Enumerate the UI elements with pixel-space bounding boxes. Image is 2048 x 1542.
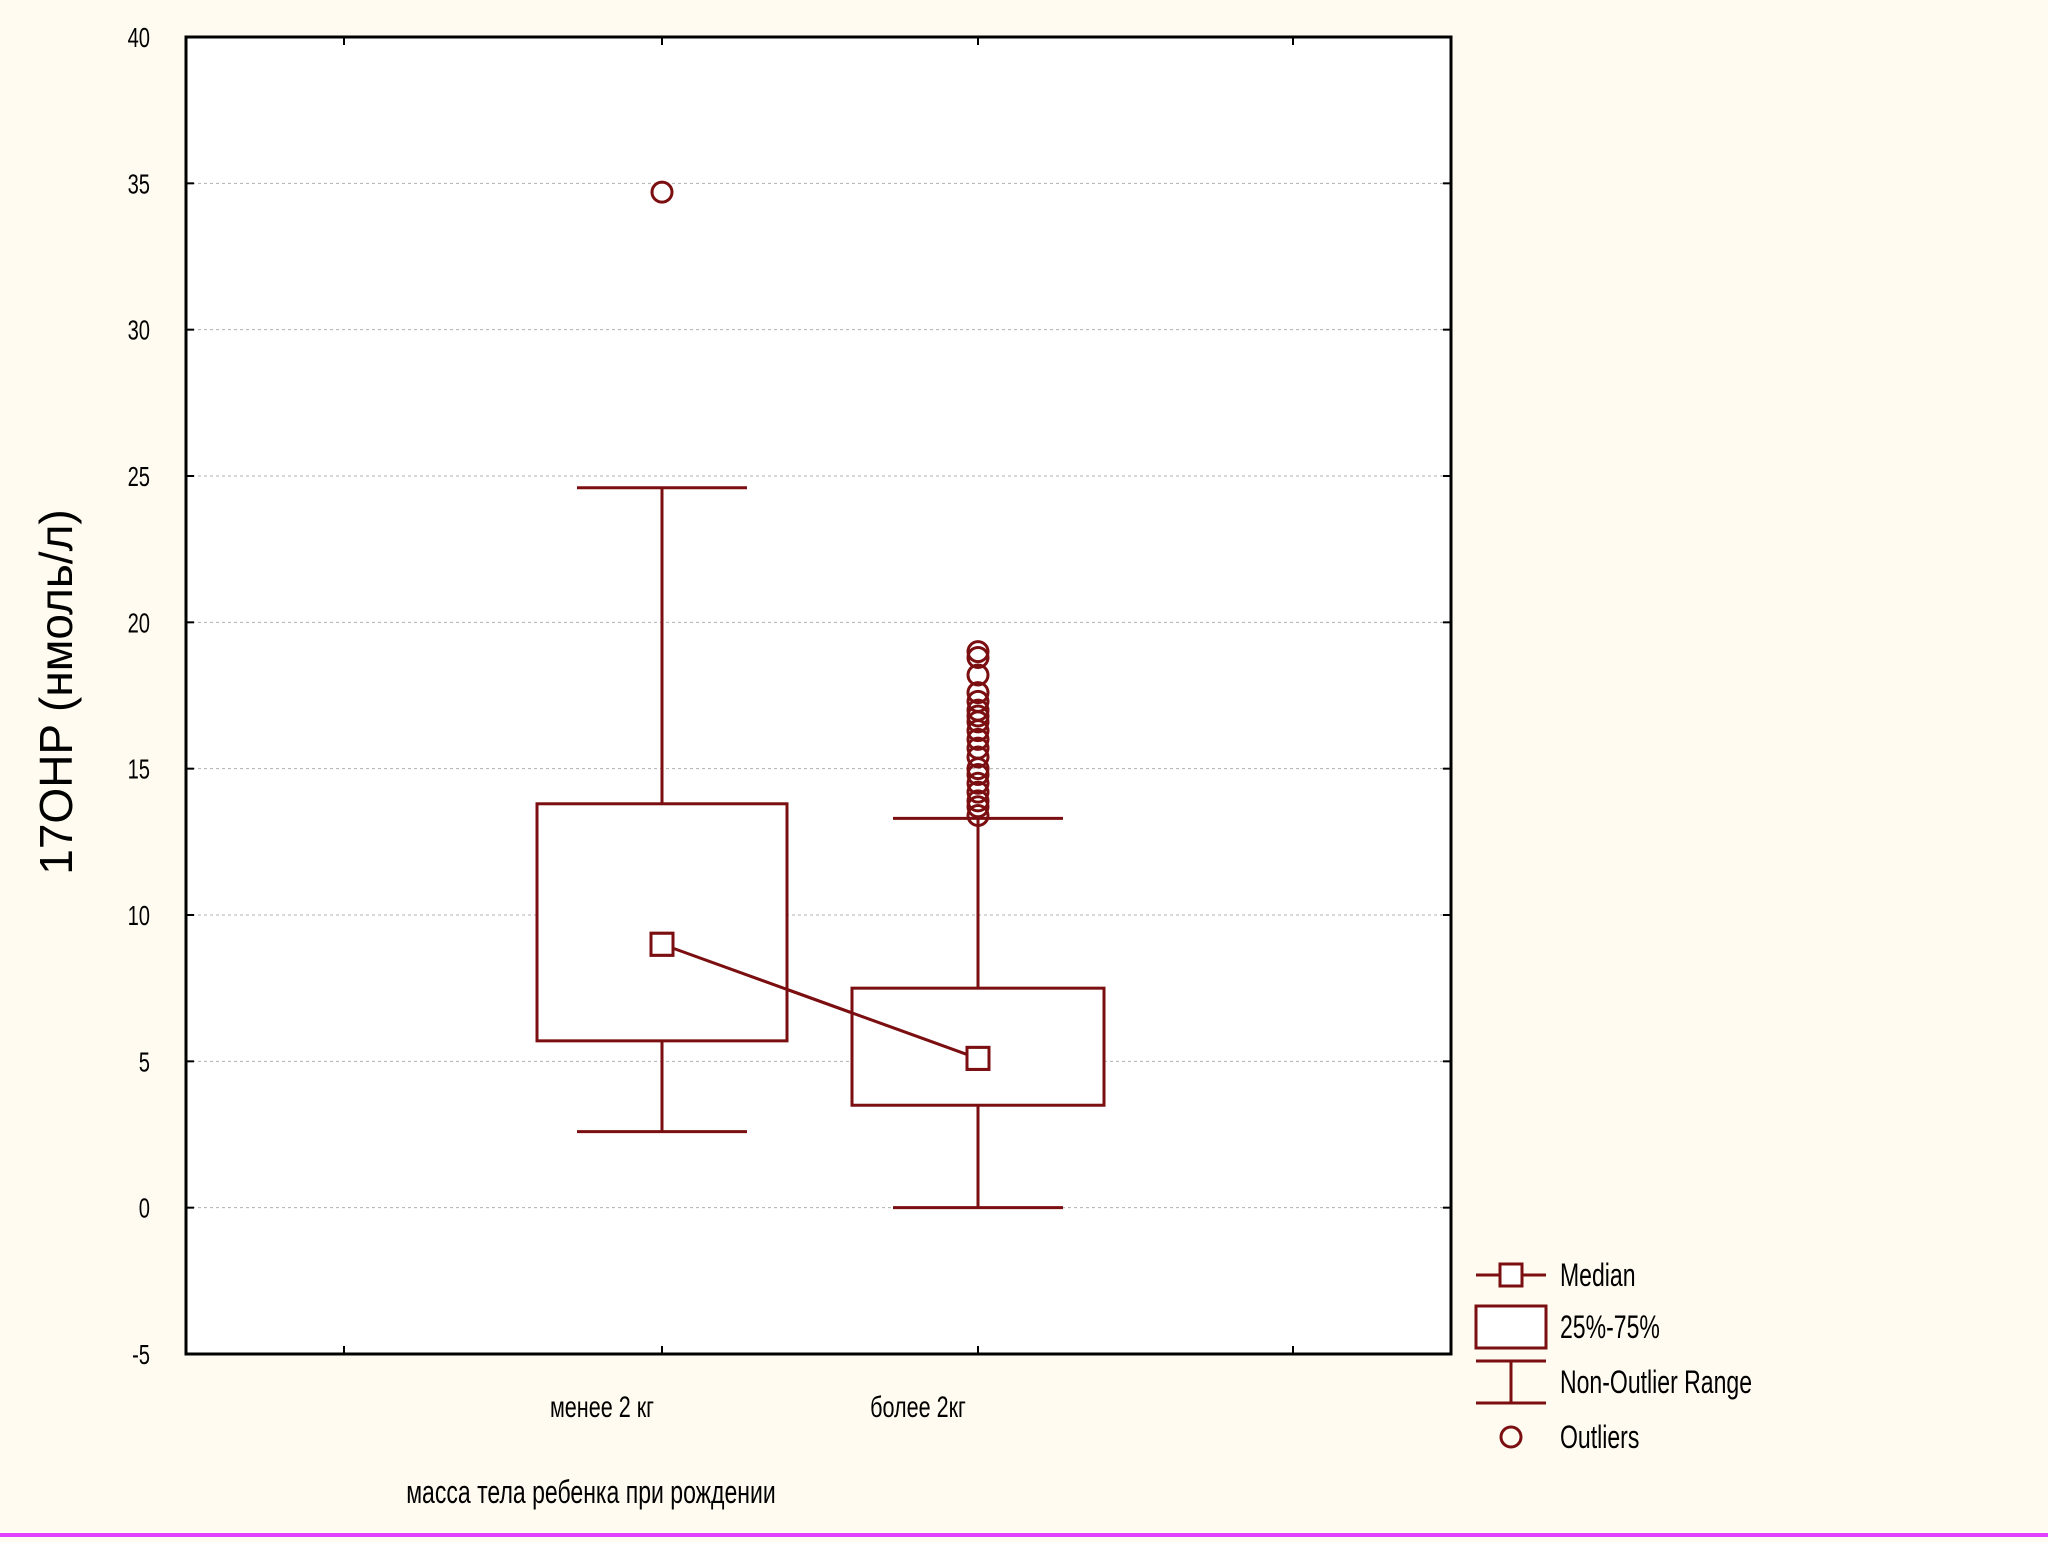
outlier-point	[966, 736, 990, 760]
outlier-point	[966, 663, 990, 687]
outlier-point	[966, 745, 990, 769]
legend-box-symbol	[1474, 1304, 1548, 1350]
y-tick-label: -5	[132, 1340, 150, 1371]
legend-median-symbol	[1498, 1262, 1524, 1288]
y-tick-label: 20	[128, 608, 150, 639]
plot-frame	[184, 35, 1453, 1356]
y-tick-label: 5	[139, 1047, 150, 1078]
legend-label: Median	[1560, 1257, 1636, 1293]
outlier-point	[966, 704, 990, 728]
outlier-point	[650, 180, 674, 204]
median-marker	[965, 1045, 991, 1071]
y-tick-label: 15	[128, 755, 150, 786]
outlier-point	[966, 727, 990, 751]
y-tick-label: 10	[128, 901, 150, 932]
legend-label: 25%-75%	[1560, 1309, 1660, 1345]
x-category-label: менее 2 кг	[550, 1389, 654, 1423]
outlier-point	[966, 763, 990, 787]
outlier-point	[966, 689, 990, 713]
outlier-point	[966, 795, 990, 819]
x-axis-title: масса тела ребенка при рождении	[406, 1474, 776, 1510]
legend-outlier-symbol	[1499, 1425, 1523, 1449]
outlier-point	[966, 698, 990, 722]
median-marker	[649, 931, 675, 957]
y-tick-label: 25	[128, 462, 150, 493]
outlier-point	[966, 771, 990, 795]
y-tick-label: 0	[139, 1194, 150, 1225]
outlier-point	[966, 640, 990, 664]
outlier-point	[966, 803, 990, 827]
plot-area	[186, 37, 1451, 1354]
outlier-point	[966, 681, 990, 705]
x-category-label: более 2кг	[870, 1389, 966, 1423]
outlier-point	[966, 789, 990, 813]
legend-label: Non-Outlier Range	[1560, 1364, 1752, 1400]
y-tick-label: 30	[128, 316, 150, 347]
legend-label: Outliers	[1560, 1419, 1639, 1455]
outlier-point	[966, 780, 990, 804]
bottom-rule	[0, 1533, 2048, 1537]
outlier-point	[966, 645, 990, 669]
y-tick-label: 35	[128, 169, 150, 200]
median-connector-line	[661, 942, 979, 1060]
iqr-box	[535, 802, 789, 1043]
y-axis-title: 17OHP (нмоль/л)	[30, 509, 82, 874]
y-tick-label: 40	[128, 23, 150, 54]
